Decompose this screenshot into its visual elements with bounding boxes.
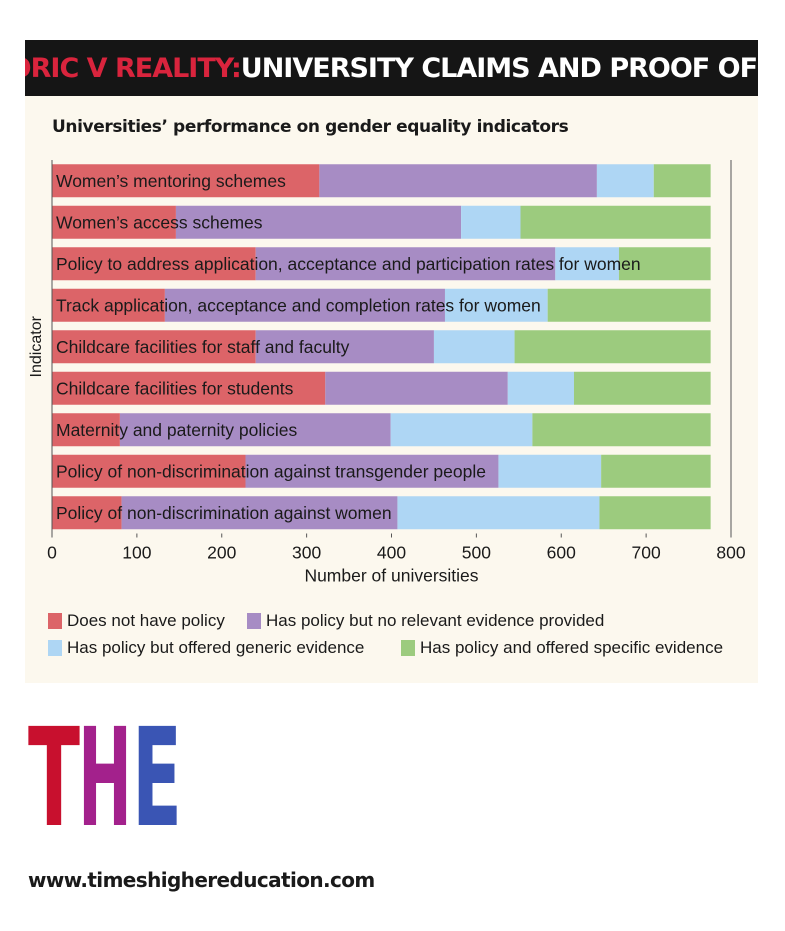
bar-segment xyxy=(52,413,120,447)
bar-segment xyxy=(433,330,515,364)
legend-label: Does not have policy xyxy=(67,611,225,630)
bar-segment xyxy=(52,164,320,198)
category-label: Track application, acceptance and comple… xyxy=(56,295,541,315)
category-label: Policy to address application, acceptanc… xyxy=(56,254,641,274)
bar-segment xyxy=(52,496,122,530)
category-label: Policy of non-discrimination against tra… xyxy=(56,461,486,481)
chart-title: Universities’ performance on gender equa… xyxy=(52,117,569,137)
bar-segment xyxy=(319,164,597,198)
y-axis-title: Indicator xyxy=(28,315,45,377)
bar-segment xyxy=(532,413,711,447)
legend-swatch xyxy=(401,640,415,656)
bar-segment xyxy=(121,496,398,530)
bar-segment xyxy=(52,454,246,488)
x-tick-label: 800 xyxy=(716,543,745,563)
legend-swatch xyxy=(48,640,62,656)
the-logo: T H E xyxy=(28,717,182,829)
bar-segment xyxy=(390,413,533,447)
category-label: Childcare facilities for students xyxy=(56,378,294,398)
logo-letter-e: E xyxy=(132,717,182,829)
category-label: Women’s mentoring schemes xyxy=(56,171,286,191)
x-axis-title: Number of universities xyxy=(304,566,478,586)
logo-letter-h: H xyxy=(78,717,132,829)
category-label: Maternity and paternity policies xyxy=(56,420,297,440)
bar-segment xyxy=(618,247,711,281)
bar-segment xyxy=(653,164,711,198)
bar-segment xyxy=(52,288,165,322)
x-tick-label: 300 xyxy=(292,543,321,563)
legend-item-generic-evidence: Has policy but offered generic evidence xyxy=(48,638,364,658)
bar-segment xyxy=(507,371,574,405)
x-tick-label: 200 xyxy=(207,543,236,563)
bar-segment xyxy=(520,205,711,239)
category-label: Women’s access schemes xyxy=(56,212,263,232)
bar-segment xyxy=(164,288,445,322)
bar-segment xyxy=(461,205,521,239)
x-tick-label: 400 xyxy=(377,543,406,563)
bar-segment xyxy=(547,288,711,322)
legend-swatch xyxy=(48,613,62,629)
bar-segment xyxy=(573,371,711,405)
bar-segment xyxy=(601,454,711,488)
bar-segment xyxy=(599,496,711,530)
bar-segment xyxy=(498,454,602,488)
x-tick-label: 500 xyxy=(462,543,491,563)
header-title-accent: RHETORIC V REALITY: xyxy=(25,52,242,84)
legend-label: Has policy and offered specific evidence xyxy=(420,638,724,657)
legend-item-no-policy: Does not have policy xyxy=(48,611,225,631)
bar-segment xyxy=(255,247,556,281)
bar-segment xyxy=(325,371,508,405)
x-tick-label: 0 xyxy=(47,543,57,563)
category-label: Childcare facilities for staff and facul… xyxy=(56,337,350,357)
legend-swatch xyxy=(247,613,261,629)
header-title: UNIVERSITY CLAIMS AND PROOF OFFERED xyxy=(240,52,758,84)
bar-segment xyxy=(555,247,619,281)
bar-segment xyxy=(245,454,499,488)
bar-segment xyxy=(514,330,711,364)
bar-segment xyxy=(52,205,176,239)
x-tick-label: 100 xyxy=(122,543,151,563)
category-label: Policy of non-discrimination against wom… xyxy=(56,503,392,523)
bar-segment xyxy=(255,330,434,364)
bar-segment xyxy=(444,288,548,322)
bar-chart: Indicator Women’s mentoring schemes Women’… xyxy=(28,160,746,586)
bar-segment xyxy=(52,247,256,281)
bar-segment xyxy=(397,496,600,530)
legend-label: Has policy but no relevant evidence prov… xyxy=(266,611,605,630)
x-tick-label: 700 xyxy=(632,543,661,563)
bar-segment xyxy=(52,330,256,364)
chart-header: RHETORIC V REALITY: UNIVERSITY CLAIMS AN… xyxy=(25,40,758,96)
x-tick-label: 600 xyxy=(547,543,576,563)
legend-item-specific-evidence: Has policy and offered specific evidence xyxy=(401,638,723,658)
bar-segment xyxy=(52,371,326,405)
legend-label: Has policy but offered generic evidence xyxy=(67,638,365,657)
bar-segment xyxy=(119,413,391,447)
legend-item-no-evidence: Has policy but no relevant evidence prov… xyxy=(247,611,604,631)
bar-segment xyxy=(175,205,462,239)
site-url: www.timeshighereducation.com xyxy=(28,868,375,892)
logo-letter-t: T xyxy=(28,717,80,829)
bar-segment xyxy=(596,164,654,198)
